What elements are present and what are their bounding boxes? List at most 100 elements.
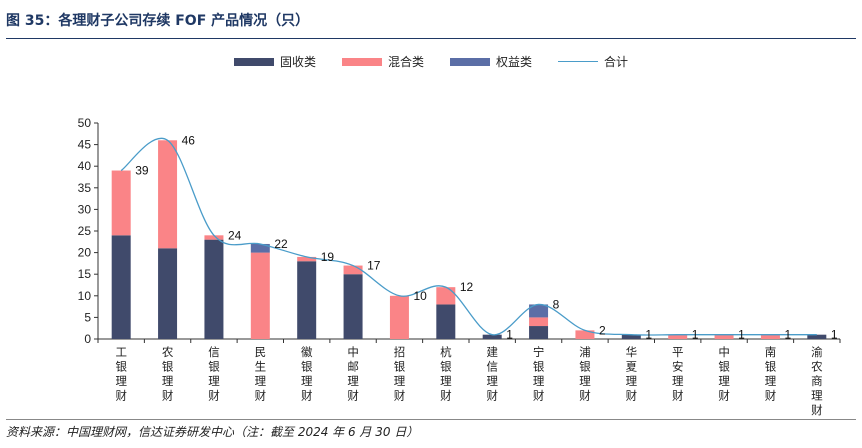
x-category-label: 银 — [115, 360, 127, 374]
bar-segment-mixed — [389, 295, 409, 339]
total-data-label: 17 — [367, 259, 381, 273]
y-tick-label: 10 — [78, 289, 92, 303]
x-category-label: 商 — [811, 374, 823, 388]
total-data-label: 1 — [506, 328, 513, 342]
x-category-label: 银 — [394, 360, 406, 374]
x-category-label: 银 — [301, 360, 313, 374]
x-category-label: 理 — [162, 374, 174, 388]
bar-segment-mixed — [760, 334, 780, 339]
x-category-label: 理 — [347, 374, 359, 388]
legend-label-mixed: 混合类 — [387, 55, 424, 69]
x-category-label: 财 — [301, 389, 313, 403]
x-category-label: 理 — [765, 374, 777, 388]
y-tick-label: 0 — [84, 332, 91, 346]
x-category-label: 理 — [208, 374, 220, 388]
total-data-label: 19 — [321, 250, 335, 264]
y-tick-label: 15 — [78, 267, 92, 281]
bar-segment-mixed — [158, 140, 178, 249]
bar-segment-fixed-income — [436, 304, 456, 339]
bar-segment-mixed — [575, 330, 595, 339]
y-tick-label: 5 — [84, 310, 91, 324]
legend-swatch-mixed — [341, 57, 382, 66]
legend-label-fixed-income: 固收类 — [279, 55, 316, 69]
x-category-label: 中 — [347, 345, 359, 359]
y-tick-label: 20 — [78, 246, 92, 260]
x-category-label: 财 — [718, 389, 730, 403]
total-data-label: 10 — [413, 289, 427, 303]
total-data-label: 1 — [784, 328, 791, 342]
legend-label-total: 合计 — [604, 55, 629, 69]
x-category-label: 理 — [394, 374, 406, 388]
y-tick-label: 35 — [78, 181, 92, 195]
legend-label-equity: 权益类 — [496, 55, 533, 69]
bar-segment-equity — [250, 243, 270, 253]
bar-segment-equity — [529, 304, 549, 318]
bar-segment-mixed — [297, 256, 317, 262]
bar-segment-mixed — [529, 317, 549, 327]
x-category-label: 财 — [440, 389, 452, 403]
x-category-label: 生 — [255, 360, 267, 374]
x-category-label: 财 — [626, 389, 638, 403]
x-category-label: 银 — [162, 360, 174, 374]
y-tick-label: 50 — [78, 116, 92, 130]
total-data-label: 39 — [135, 164, 149, 178]
x-category-label: 财 — [115, 389, 127, 403]
x-category-label: 理 — [626, 374, 638, 388]
x-category-label: 理 — [811, 389, 823, 403]
x-category-label: 信 — [208, 345, 220, 359]
x-category-label: 农 — [162, 345, 174, 359]
x-category-label: 银 — [533, 360, 545, 374]
x-category-label: 理 — [718, 374, 730, 388]
x-category-label: 杭 — [440, 345, 452, 359]
x-category-label: 招 — [394, 345, 406, 359]
total-data-label: 1 — [738, 328, 745, 342]
x-category-label: 理 — [533, 374, 545, 388]
x-category-label: 银 — [440, 360, 452, 374]
total-data-label: 1 — [831, 328, 838, 342]
legend-item-mixed: 混合类 — [341, 53, 424, 70]
x-category-label: 理 — [115, 374, 127, 388]
bar-segment-fixed-income — [529, 326, 549, 339]
x-category-label: 夏 — [626, 360, 638, 374]
legend-swatch-equity — [450, 57, 490, 66]
x-category-label: 财 — [765, 389, 777, 403]
bar-segment-mixed — [204, 235, 224, 240]
y-tick-label: 30 — [78, 202, 92, 216]
x-category-label: 理 — [255, 374, 267, 388]
figure-title: 图 35：各理财子公司存续 FOF 产品情况（只） — [6, 13, 310, 29]
x-category-label: 信 — [486, 360, 498, 374]
bar-segment-mixed — [343, 265, 363, 275]
x-category-label: 银 — [718, 360, 730, 374]
total-data-label: 12 — [460, 280, 474, 294]
total-data-label: 24 — [228, 228, 242, 242]
x-category-label: 徽 — [301, 345, 313, 359]
bar-segment-mixed — [111, 170, 131, 236]
bar-segment-fixed-income — [111, 235, 131, 339]
y-tick-label: 45 — [78, 138, 92, 152]
total-data-label: 2 — [599, 323, 606, 337]
x-category-label: 财 — [208, 389, 220, 403]
y-tick-label: 25 — [78, 224, 92, 238]
x-category-label: 财 — [579, 389, 591, 403]
bar-segment-fixed-income — [621, 334, 641, 339]
x-category-label: 华 — [626, 345, 638, 359]
x-category-label: 民 — [255, 345, 267, 359]
bottom-rule — [6, 419, 856, 420]
bar-segment-mixed — [714, 334, 734, 339]
bar-segment-mixed — [250, 252, 270, 339]
bar-segment-fixed-income — [482, 334, 502, 339]
x-category-label: 理 — [486, 374, 498, 388]
legend-item-fixed-income: 固收类 — [233, 53, 316, 70]
x-category-label: 财 — [394, 389, 406, 403]
legend-item-equity: 权益类 — [450, 53, 532, 70]
total-line — [120, 137, 817, 336]
x-category-label: 渝 — [811, 345, 823, 359]
x-category-label: 财 — [811, 403, 823, 417]
x-category-label: 农 — [811, 360, 823, 374]
bar-segment-fixed-income — [297, 261, 317, 339]
chart-legend: 固收类 混合类 权益类 合计 — [0, 53, 862, 70]
x-category-label: 理 — [579, 374, 591, 388]
title-rule — [6, 38, 856, 39]
bar-segment-fixed-income — [158, 248, 178, 339]
